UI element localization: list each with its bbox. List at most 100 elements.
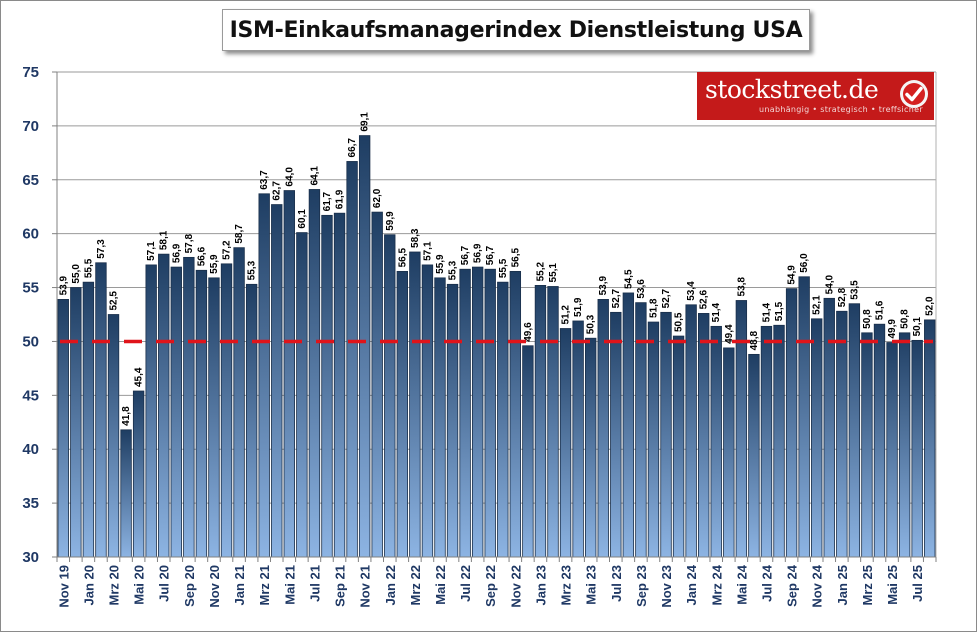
x-tick-label: Nov 24: [810, 564, 825, 607]
x-tick-label: Mrz 25: [860, 565, 875, 605]
bar-Feb-20: [95, 262, 107, 558]
bar-Mrz-24: [710, 325, 722, 558]
bar-Mrz-21: [258, 193, 270, 558]
x-tick-label: Mai 20: [132, 565, 147, 605]
value-label: 49,6: [523, 322, 534, 342]
bars: [57, 135, 936, 558]
value-label: 58,7: [234, 224, 245, 244]
value-label: 51,4: [711, 302, 722, 322]
bar-Sep-20: [183, 256, 195, 558]
bar-Jan-24: [685, 304, 697, 558]
bar-Mai-23: [585, 337, 597, 558]
value-label: 52,0: [925, 296, 936, 316]
value-label: 57,1: [422, 241, 433, 261]
value-label: 51,8: [648, 298, 659, 318]
value-label: 60,1: [297, 209, 308, 229]
value-label: 41,8: [121, 406, 132, 426]
bar-Dez-21: [371, 211, 383, 558]
value-label: 57,3: [96, 239, 107, 259]
bar-Mai-22: [434, 277, 446, 558]
bar-Jan-20: [82, 281, 95, 558]
x-tick-label: Jul 22: [458, 565, 473, 602]
x-tick-label: Jul 23: [609, 565, 624, 602]
y-tick-label: 40: [22, 441, 39, 458]
value-label: 54,5: [623, 269, 634, 289]
value-label: 50,1: [912, 316, 923, 336]
x-tick-label: Jan 22: [383, 565, 398, 605]
bar-Jun-22: [446, 283, 459, 558]
x-tick-label: Jan 24: [684, 564, 699, 605]
value-label: 52,7: [661, 288, 672, 308]
bar-Jul-22: [459, 268, 471, 558]
y-tick-label: 30: [22, 549, 39, 566]
x-tick-label: Jul 24: [759, 564, 774, 602]
value-label: 53,5: [849, 280, 860, 300]
value-label: 64,0: [284, 167, 295, 187]
value-label: 57,2: [222, 240, 233, 260]
x-tick-label: Jul 21: [307, 565, 322, 602]
value-label: 55,0: [71, 264, 82, 284]
logo-name: stockstreet.de: [705, 75, 879, 104]
value-label: 49,9: [887, 319, 898, 339]
value-label: 52,5: [109, 291, 120, 311]
value-label: 58,1: [159, 230, 170, 250]
value-label: 55,5: [83, 258, 94, 278]
value-label: 52,1: [812, 295, 823, 315]
value-label: 51,2: [561, 305, 572, 325]
value-label: 56,0: [799, 253, 810, 273]
bar-Nov-20: [208, 277, 220, 558]
stockstreet-logo: stockstreet.de unabhängig • strategisch …: [697, 72, 934, 120]
value-label: 63,7: [259, 170, 270, 190]
value-label: 57,1: [146, 241, 157, 261]
x-tick-label: Jan 20: [81, 565, 96, 605]
bar-Jan-25: [836, 310, 848, 558]
x-tick-label: Sep 24: [785, 564, 800, 607]
x-tick-label: Sep 22: [483, 565, 498, 607]
value-label: 51,4: [761, 302, 772, 322]
y-tick-label: 65: [22, 172, 39, 189]
bar-Jul-23: [610, 311, 622, 558]
value-labels: 53,955,0 55,557,352,541,845,457,158,156,9…: [58, 112, 935, 426]
value-label: 52,6: [699, 290, 710, 310]
value-label: 53,4: [686, 281, 697, 301]
value-label: 51,9: [573, 297, 584, 317]
bar-Aug-20: [170, 266, 182, 558]
value-label: 56,6: [196, 246, 207, 266]
value-label: 66,7: [347, 138, 358, 158]
value-label: 57,8: [184, 233, 195, 253]
x-tick-label: Jan 21: [232, 565, 247, 605]
y-tick-label: 45: [22, 387, 39, 404]
y-tick-label: 35: [22, 495, 39, 512]
y-axis: 30 35 40 45 50 55 60 65 70 75: [22, 64, 58, 566]
bar-Mai-21: [283, 190, 295, 558]
bar-Dez-19: [70, 287, 82, 558]
value-label: 54,0: [824, 274, 835, 294]
value-label: 61,7: [322, 191, 333, 211]
bar-Sep-24: [785, 288, 798, 558]
y-tick-label: 50: [22, 333, 39, 350]
value-label: 55,5: [498, 258, 509, 278]
value-label: 50,3: [586, 314, 597, 334]
bar-Jun-21: [296, 232, 308, 558]
logo-tagline: unabhängig • strategisch • treffsicher: [759, 105, 923, 114]
check-icon: [900, 80, 928, 108]
bar-Feb-21: [245, 283, 258, 558]
y-tick-label: 60: [22, 226, 39, 243]
value-label: 49,4: [724, 324, 735, 344]
value-label: 69,1: [360, 112, 371, 132]
bar-Aug-22: [471, 266, 484, 558]
bar-Mrz-22: [409, 251, 421, 558]
x-tick-label: Nov 23: [659, 565, 674, 608]
value-label: 62,7: [272, 181, 283, 201]
x-tick-label: Mai 23: [584, 565, 599, 605]
x-tick-label: Mrz 24: [709, 564, 724, 605]
bar-Dez-22: [522, 345, 534, 558]
bar-Okt-24: [798, 276, 810, 558]
x-tick-label: Mai 22: [433, 565, 448, 605]
bar-Okt-22: [497, 281, 509, 558]
bar-Dez-20: [220, 263, 233, 558]
y-tick-label: 70: [22, 118, 39, 135]
value-label: 52,8: [837, 287, 848, 307]
bar-Okt-20: [195, 269, 208, 558]
